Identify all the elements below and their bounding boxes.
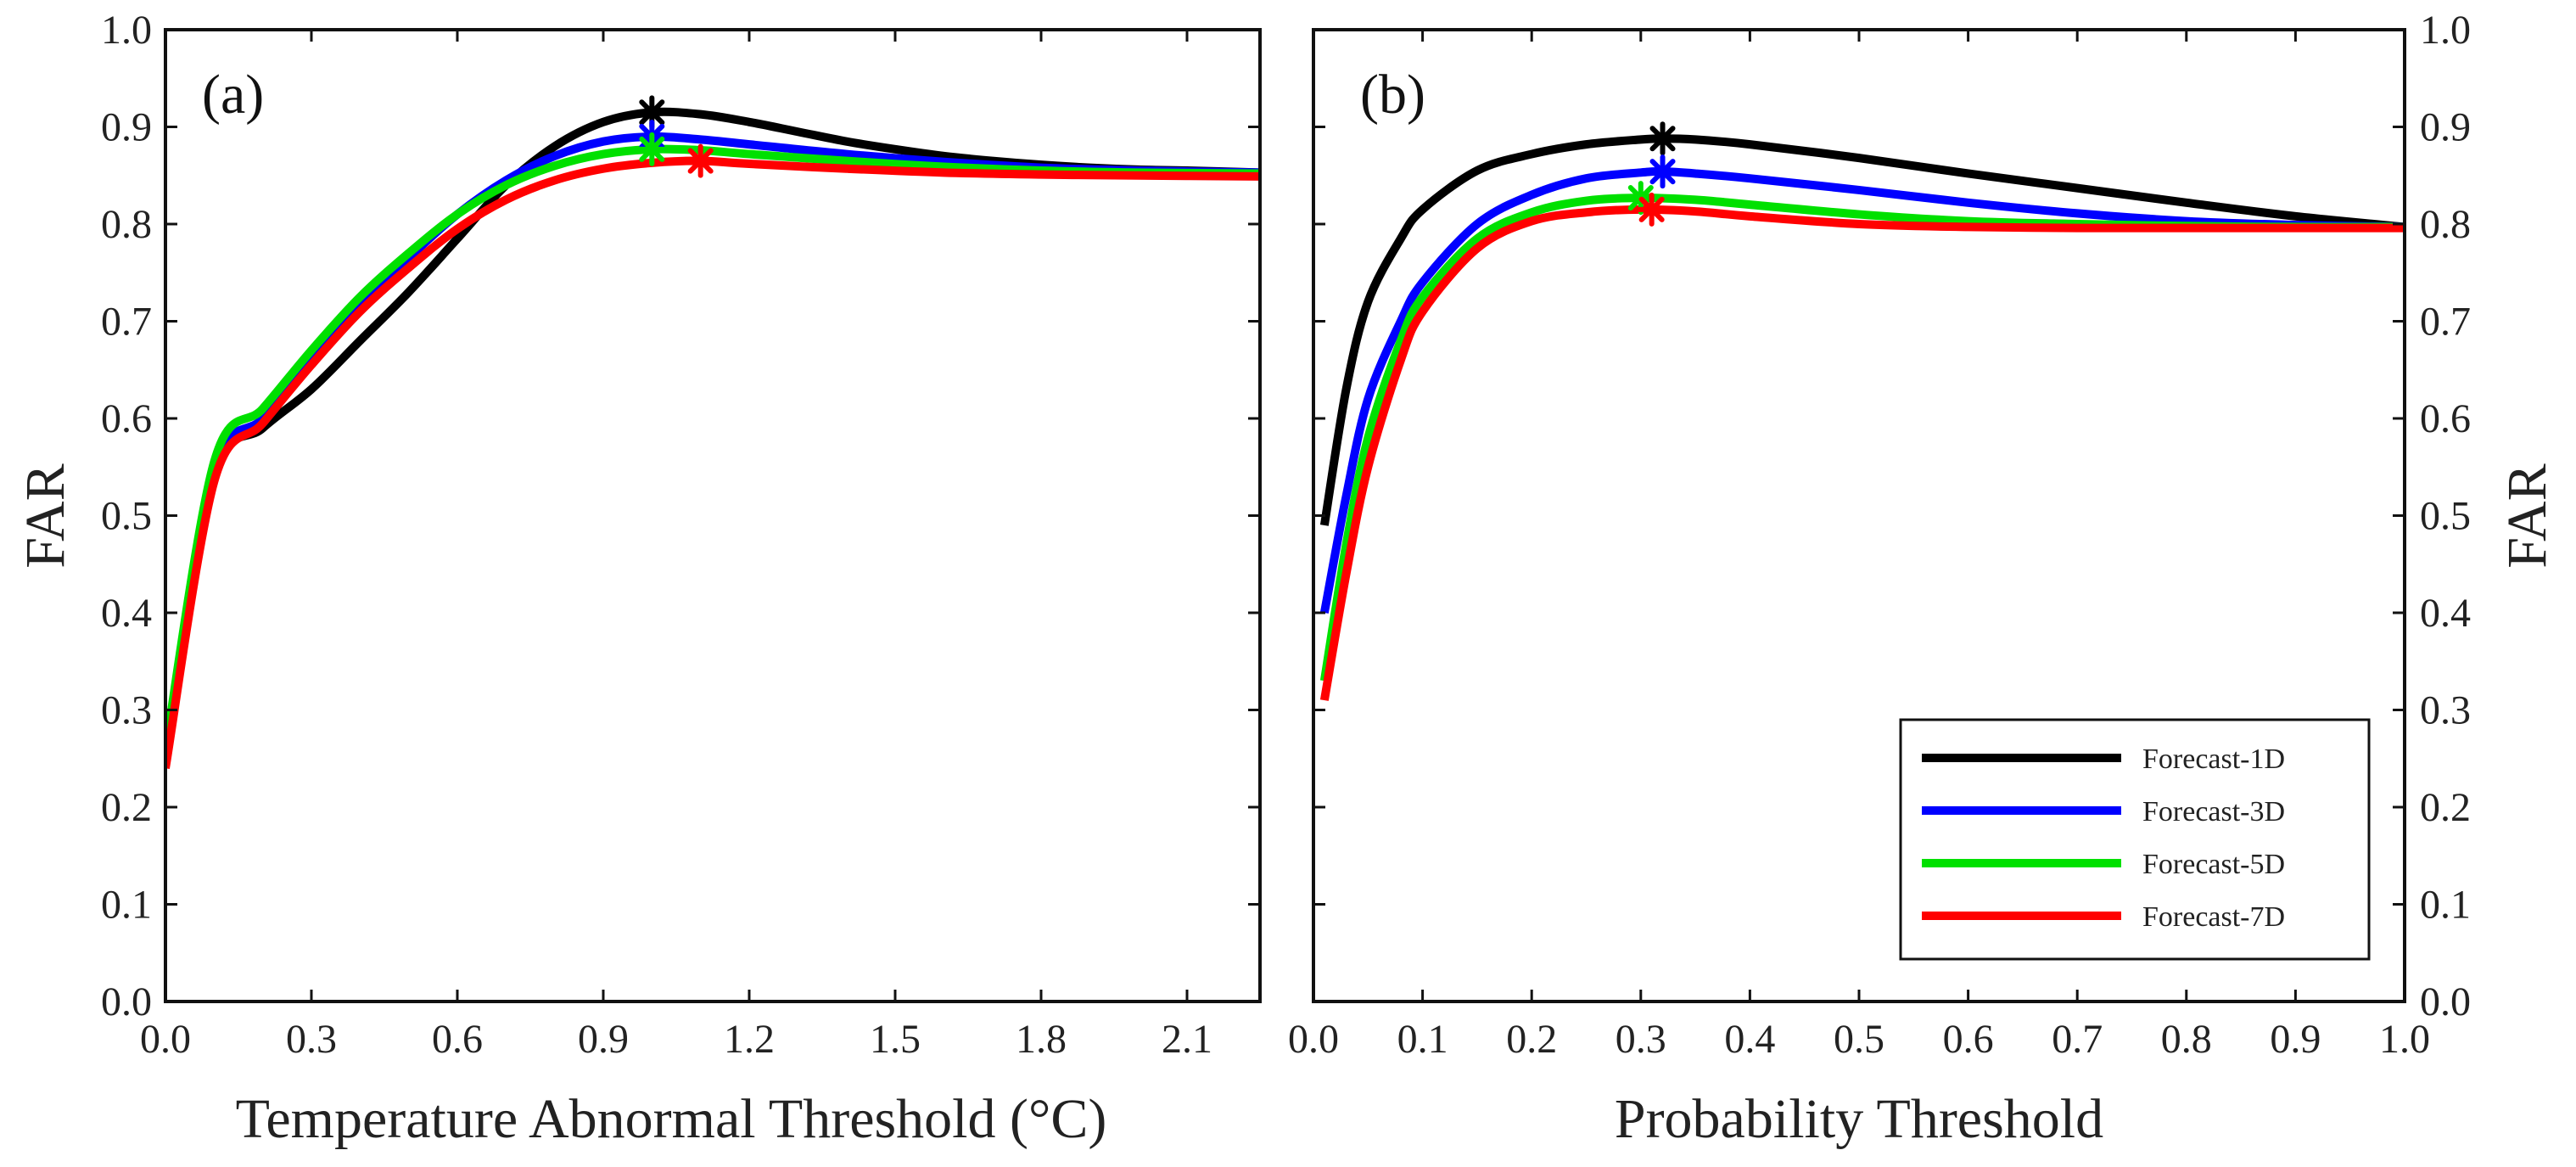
panel-a-x-axis-title: Temperature Abnormal Threshold (°C) (236, 1088, 1107, 1150)
panel-a-line-forecast-7d (165, 156, 1260, 770)
panel-a-peak-marker-forecast-5d (635, 132, 669, 166)
panel-a-label: (a) (202, 64, 264, 126)
panel-b-y-tick-label: 0.6 (2420, 396, 2471, 441)
panel-a-line-forecast-5d (165, 144, 1260, 750)
panel-b-x-tick-label: 0.2 (1506, 1017, 1557, 1062)
panel-a-x-tick-label: 0.6 (432, 1017, 483, 1062)
panel-b: (b) Probability Threshold FAR 0.0 0.1 0.2 0… (1288, 8, 2558, 1150)
panel-a-y-tick-label: 0.8 (101, 202, 152, 247)
panel-a-series-lines (165, 107, 1260, 770)
panel-b-x-tick-label: 0.6 (1943, 1017, 1994, 1062)
panel-b-x-tick-label: 0.1 (1397, 1017, 1448, 1062)
panel-a-y-tick-label: 0.3 (101, 688, 152, 733)
panel-a: (a) Temperature Abnormal Threshold (°C) … (14, 8, 1262, 1150)
panel-a-x-tick-label: 0.3 (286, 1017, 337, 1062)
panel-b-y-tick-label: 0.3 (2420, 688, 2471, 733)
panel-b-x-tick-label: 0.3 (1616, 1017, 1666, 1062)
legend-item-forecast-7d: Forecast-7D (1922, 901, 2285, 933)
legend: Forecast-1D Forecast-3D Forecast-5D Forecas… (1899, 718, 2371, 961)
legend-label-forecast-3d: Forecast-3D (2142, 796, 2285, 828)
panel-b-y-axis-title: FAR (2496, 463, 2558, 569)
panel-b-y-tick-label: 0.7 (2420, 300, 2471, 345)
panel-b-y-tick-label: 0.8 (2420, 202, 2471, 247)
panel-b-x-tick-label: 0.5 (1834, 1017, 1884, 1062)
panel-b-peak-marker-forecast-7d (1634, 192, 1669, 227)
panel-a-x-tick-label: 1.8 (1016, 1017, 1067, 1062)
panel-b-peak-marker-forecast-1d (1645, 121, 1680, 156)
panel-b-y-tick-label: 0.9 (2420, 105, 2471, 150)
panel-b-x-tick-label: 0.4 (1724, 1017, 1775, 1062)
panel-a-x-tick-label: 0.9 (578, 1017, 629, 1062)
panel-b-y-tick-label: 1.0 (2420, 8, 2471, 53)
panel-a-peak-marker-forecast-7d (683, 143, 718, 178)
panel-b-x-axis-title: Probability Threshold (1615, 1088, 2103, 1150)
panel-b-y-tick-label: 0.5 (2420, 494, 2471, 539)
legend-item-forecast-3d: Forecast-3D (1922, 796, 2285, 828)
legend-item-forecast-5d: Forecast-5D (1922, 849, 2285, 880)
panel-a-x-tick-label: 1.5 (870, 1017, 921, 1062)
panel-a-y-axis-title: FAR (14, 463, 76, 569)
panel-a-x-tick-label: 0.0 (140, 1017, 191, 1062)
panel-a-y-tick-label: 0.1 (101, 883, 152, 928)
panel-a-y-tick-label: 0.5 (101, 494, 152, 539)
panel-b-y-tick-label: 0.1 (2420, 883, 2471, 928)
panel-b-label: (b) (1360, 64, 1425, 126)
panel-b-y-tick-label: 0.2 (2420, 785, 2471, 830)
legend-label-forecast-1d: Forecast-1D (2142, 743, 2285, 775)
panel-b-x-tick-label: 0.8 (2161, 1017, 2212, 1062)
panel-a-y-tick-label: 0.6 (101, 396, 152, 441)
panel-b-y-tick-label: 0.0 (2420, 979, 2471, 1024)
panel-a-peak-marker-forecast-1d (635, 95, 669, 130)
panel-b-y-tick-label: 0.4 (2420, 591, 2471, 636)
panel-b-x-tick-label: 0.9 (2270, 1017, 2321, 1062)
panel-b-peak-marker-forecast-3d (1645, 154, 1680, 189)
panel-a-y-tick-label: 0.7 (101, 300, 152, 345)
panel-b-x-tick-label: 1.0 (2379, 1017, 2430, 1062)
legend-label-forecast-5d: Forecast-5D (2142, 849, 2285, 880)
panel-a-y-tick-label: 0.0 (101, 979, 152, 1024)
legend-label-forecast-7d: Forecast-7D (2142, 901, 2285, 933)
panel-a-y-tick-label: 0.4 (101, 591, 152, 636)
legend-item-forecast-1d: Forecast-1D (1922, 743, 2285, 775)
panel-a-x-tick-label: 2.1 (1162, 1017, 1212, 1062)
panel-b-x-tick-label: 0.0 (1288, 1017, 1339, 1062)
panel-a-y-tick-label: 0.2 (101, 785, 152, 830)
panel-a-x-tick-label: 1.2 (724, 1017, 775, 1062)
panel-a-y-tick-label: 0.9 (101, 105, 152, 150)
panel-b-x-tick-label: 0.7 (2052, 1017, 2103, 1062)
panel-a-y-tick-label: 1.0 (101, 8, 152, 53)
